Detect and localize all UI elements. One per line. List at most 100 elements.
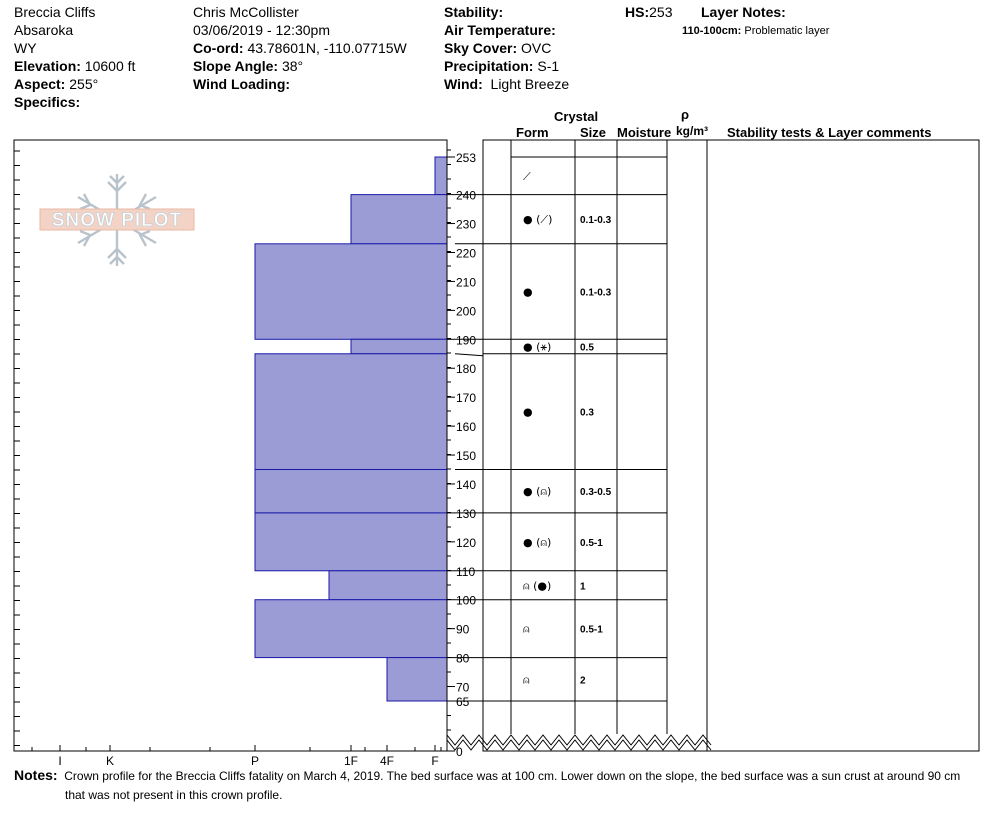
precip-value: S-1 — [537, 58, 560, 74]
snowpilot-logo: SNOW PILOT — [39, 174, 195, 266]
layer-form: ● (⍝) — [523, 536, 551, 549]
form-header: Form — [516, 125, 549, 140]
notes-text-1: Crown profile for the Breccia Cliffs fat… — [64, 769, 961, 783]
site-location: Breccia Cliffs — [14, 4, 96, 20]
hardness-layer — [254, 512, 448, 572]
height-tick-label: 200 — [456, 304, 476, 318]
hardness-tick-label: I — [58, 754, 61, 768]
hs-row: HS:253 — [625, 4, 672, 20]
crystal-header: Crystal — [554, 109, 599, 124]
layer-connector — [454, 353, 484, 357]
height-tick-label: 90 — [456, 623, 470, 637]
layer-form: ⟋ — [523, 170, 531, 183]
height-tick-label: 180 — [456, 362, 476, 376]
moisture-header: Moisture — [617, 125, 672, 140]
aspect-value: 255° — [69, 76, 99, 92]
layer-size: 1 — [580, 581, 586, 592]
layer-form: ⍝ — [523, 673, 530, 686]
stability-comments-header: Stability tests & Layer comments — [727, 125, 932, 140]
coord-row: Co-ord: 43.78601N, -110.07715W — [193, 40, 407, 56]
layer-notes-label: Layer Notes: — [701, 4, 786, 20]
layer-note-range: 110-100cm: — [682, 25, 742, 37]
hardness-layer — [350, 194, 448, 245]
height-tick-label: 230 — [456, 218, 476, 232]
air-temp-label: Air Temperature: — [444, 22, 556, 38]
hardness-layer — [434, 156, 448, 196]
height-tick-label: 210 — [456, 275, 476, 289]
logo-text: SNOW PILOT — [52, 210, 182, 231]
density-unit: kg/m³ — [676, 124, 709, 138]
hardness-tick-label: 1F — [344, 754, 358, 768]
wind-label: Wind: — [444, 76, 483, 92]
hardness-layers — [254, 156, 448, 702]
notes: Notes: Crown profile for the Breccia Cli… — [14, 766, 984, 805]
precip-label: Precipitation: — [444, 58, 534, 74]
slope-value: 38° — [281, 58, 304, 74]
layer-note: 110-100cm: Problematic layer — [682, 23, 829, 39]
precip-row: Precipitation: S-1 — [444, 58, 559, 74]
notes-text-2: that was not present in this crown profi… — [65, 788, 283, 802]
site-range: Absaroka — [14, 22, 74, 38]
density-symbol: ρ — [681, 107, 690, 122]
layer-size: 0.1-0.3 — [580, 288, 612, 299]
height-tick-label: 0 — [456, 745, 463, 759]
height-tick-label: 160 — [456, 420, 476, 434]
elevation-value: 10600 ft — [84, 58, 136, 74]
layer-size: 2 — [580, 675, 586, 686]
layer-form: ● — [523, 406, 533, 419]
aspect-label: Aspect: — [14, 76, 66, 92]
hs-label: HS: — [625, 4, 650, 20]
elevation-label: Elevation: — [14, 58, 81, 74]
table-frame — [482, 139, 980, 752]
height-tick-label: 140 — [456, 478, 476, 492]
layer-size: 0.5 — [580, 343, 594, 354]
layer-size: 0.5-1 — [580, 538, 603, 549]
layer-size: 0.3-0.5 — [580, 487, 612, 498]
height-tick-label: 150 — [456, 449, 476, 463]
hardness-layer — [350, 338, 448, 355]
height-tick-label: 220 — [456, 246, 476, 260]
layer-form: ● (⚹) — [523, 341, 551, 354]
layer-size: 0.3 — [580, 408, 594, 419]
scale-break-zigzag — [446, 739, 712, 751]
scale-break-zigzag — [446, 734, 712, 746]
layer-form: ⍝ (●) — [523, 579, 551, 592]
sky-label: Sky Cover: — [444, 40, 518, 56]
height-tick-label: 190 — [456, 333, 476, 347]
crystal-table: ⟋ ● (⟋) 0.1-0.3 ● 0.1-0.3 ● (⚹) 0.5 ● 0.3 ● (⍝) 0.… — [446, 139, 980, 752]
wind-row: Wind: Light Breeze — [444, 76, 569, 92]
hardness-layer — [386, 657, 448, 702]
stability-label: Stability: — [444, 4, 504, 20]
size-header: Size — [580, 125, 607, 140]
elevation-row: Elevation: 10600 ft — [14, 58, 135, 74]
height-tick-label: 240 — [456, 189, 476, 203]
layer-note-text: Problematic layer — [744, 25, 830, 37]
layer-form: ● (⍝) — [523, 485, 551, 498]
height-tick-label: 70 — [456, 681, 470, 695]
height-tick-label: 100 — [456, 594, 476, 608]
hardness-layer — [254, 599, 448, 659]
wind-value: Light Breeze — [490, 76, 570, 92]
height-tick-label: 65 — [456, 695, 470, 709]
hardness-tick-label: 4F — [380, 754, 394, 768]
layer-form: ⍝ — [523, 623, 530, 636]
slope-row: Slope Angle: 38° — [193, 58, 303, 74]
aspect-row: Aspect: 255° — [14, 76, 98, 92]
slope-label: Slope Angle: — [193, 58, 279, 74]
height-tick-label: 80 — [456, 652, 470, 666]
hardness-tick-label: F — [431, 754, 438, 768]
height-tick-label: 120 — [456, 536, 476, 550]
layer-form: ● — [523, 286, 533, 299]
notes-line1: Notes: Crown profile for the Breccia Cli… — [14, 766, 984, 786]
observer-name: Chris McCollister — [193, 4, 299, 20]
height-axis: 253 240 230 220 210 200 190 180 170 160 150 140 130 1… — [446, 140, 476, 759]
sky-row: Sky Cover: OVC — [444, 40, 551, 56]
sky-value: OVC — [521, 40, 552, 56]
hardness-tick-label: P — [251, 754, 259, 768]
height-tick-label: 130 — [456, 507, 476, 521]
site-state: WY — [14, 40, 37, 56]
layer-size: 0.5-1 — [580, 625, 603, 636]
wind-loading-label: Wind Loading: — [193, 76, 291, 92]
hardness-layer — [254, 243, 448, 340]
